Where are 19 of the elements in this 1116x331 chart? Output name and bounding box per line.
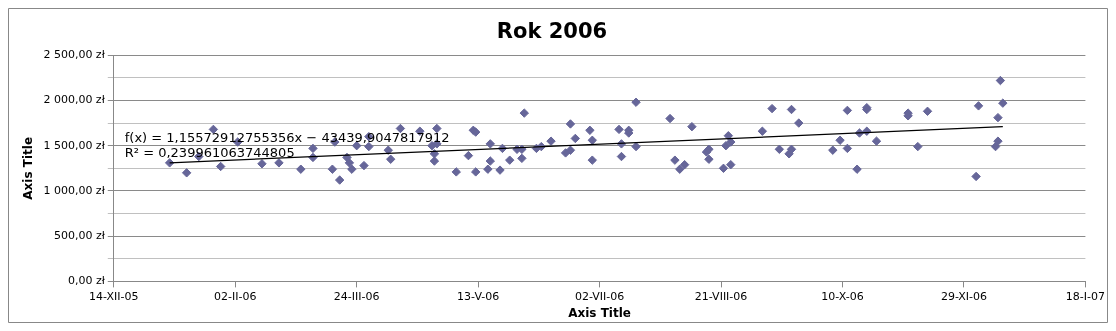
y-tick-label: 1 000,00 zł — [43, 183, 106, 197]
y-tick-label: 1 500,00 zł — [43, 138, 106, 152]
x-tick-label: 02-VII-06 — [574, 289, 625, 303]
chart-title: Rok 2006 — [496, 19, 608, 44]
y-tick-label: 2 500,00 zł — [43, 48, 106, 62]
x-tick-label: 21-VIII-06 — [694, 289, 748, 303]
x-tick-label: 02-II-06 — [214, 289, 257, 303]
y-tick-label: 0,00 zł — [67, 274, 106, 288]
x-tick-label: 14-XII-05 — [89, 289, 139, 303]
annotation: R² = 0,239961063744805 — [124, 144, 295, 160]
x-tick-label: 13-V-06 — [457, 289, 500, 303]
x-tick-label: 29-XI-06 — [940, 289, 988, 303]
y-tick-label: 500,00 zł — [53, 229, 106, 243]
y-axis-title: Axis Title — [21, 136, 36, 200]
y-tick-label: 2 000,00 zł — [43, 93, 106, 107]
x-tick-label: 24-III-06 — [333, 289, 380, 303]
x-tick-label: 10-X-06 — [821, 289, 864, 303]
x-tick-label: 18-I-07 — [1065, 289, 1106, 303]
x-axis-title: Axis Title — [568, 305, 631, 320]
